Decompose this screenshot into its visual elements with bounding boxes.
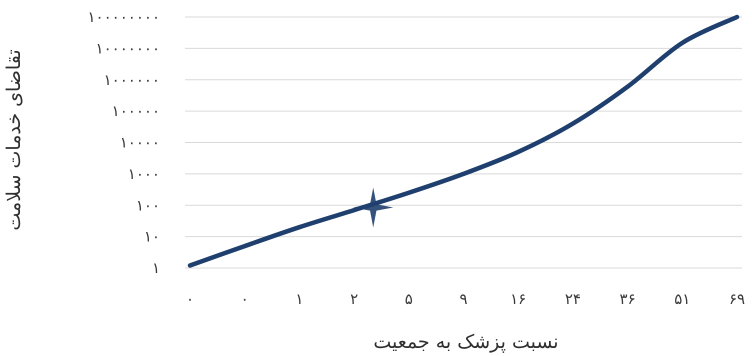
x-tick-label: ۹ [459,290,467,308]
marker-group [353,187,394,228]
y-tick-label: ۱۰۰۰۰۰۰۰۰ [87,8,160,26]
x-tick-label: ۳۶ [620,290,636,308]
y-tick-label: ۱۰۰۰۰۰۰۰ [96,39,160,57]
y-tick-label: ۱۰۰۰ [128,165,160,183]
x-tick-label: ۲ [350,290,358,308]
x-tick-label: ۱۶ [510,290,526,308]
y-tick-label: ۱۰۰۰۰۰۰ [104,71,160,89]
y-axis-label: تقاضای خدمات سلامت [3,49,25,230]
x-axis-ticks: ۰ ۰ ۱ ۲ ۵ ۹ ۱۶ ۲۴ ۳۶ ۵۱ ۶۹ [186,290,745,308]
y-axis-ticks: ۱ ۱۰ ۱۰۰ ۱۰۰۰ ۱۰۰۰۰ ۱۰۰۰۰۰ ۱۰۰۰۰۰۰ ۱۰۰۰۰۰۰۰ ۱۰۰۰… [87,8,160,277]
y-tick-label: ۱۰۰۰۰۰ [112,102,160,120]
x-tick-label: ۱ [295,290,303,308]
x-tick-label: ۶۹ [729,290,745,308]
y-tick-label: ۱۰۰ [136,196,160,214]
series-group [187,14,740,268]
x-axis-label: نسبت پزشک به جمعیت [373,331,558,353]
highlight-marker [353,187,394,228]
x-tick-label: ۲۴ [565,290,581,308]
x-tick-label: ۰ [186,290,194,308]
gridlines [185,16,742,269]
series-line-0 [187,14,740,268]
y-tick-label: ۱۰ [144,228,160,246]
y-tick-label: ۱۰۰۰۰ [120,134,160,152]
x-tick-label: ۵ [405,290,413,308]
y-tick-label: ۱ [152,259,160,277]
x-tick-label: ۵۱ [674,290,690,308]
x-tick-label: ۰ [241,290,249,308]
